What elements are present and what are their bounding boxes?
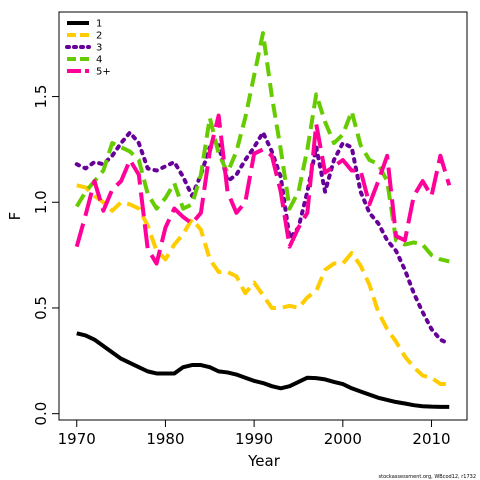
- y-tick-label: 1.0: [32, 190, 50, 214]
- x-tick-label: 1970: [58, 430, 96, 448]
- series-line-2: [76, 183, 450, 387]
- series-line-1: [76, 331, 450, 409]
- legend-label-2: 2: [96, 31, 102, 42]
- x-tick-label: 1990: [235, 430, 273, 448]
- series-line-5+: [74, 113, 452, 266]
- credit-text: stockassessment.org, WBcod12, r1732: [379, 474, 476, 480]
- axes-layer: 1970 1980 1990 2000 2010 0.0 0.5 1.0 1.5: [32, 85, 451, 448]
- x-axis-title: Year: [247, 452, 281, 470]
- series-layer: [74, 31, 452, 409]
- y-tick-label: 0.0: [32, 402, 50, 426]
- series-line-3: [74, 130, 452, 346]
- x-tick-label: 1980: [146, 430, 184, 448]
- legend-label-5+: 5+: [96, 67, 111, 78]
- x-tick-label: 2010: [412, 430, 450, 448]
- legend-label-3: 3: [96, 43, 102, 54]
- x-tick-label: 2000: [324, 430, 362, 448]
- legend-label-4: 4: [96, 55, 102, 66]
- legend-label-1: 1: [96, 19, 102, 30]
- y-tick-label: 0.5: [32, 296, 50, 320]
- y-tick-label: 1.5: [32, 85, 50, 109]
- series-line-4: [75, 31, 450, 264]
- y-axis-title: F: [6, 212, 24, 221]
